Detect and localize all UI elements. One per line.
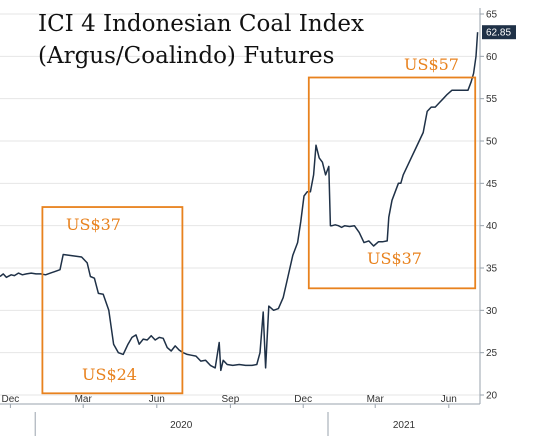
- last-value-label: 62.85: [486, 28, 511, 39]
- y-tick-label: 35: [486, 264, 498, 275]
- price-line: [0, 32, 479, 372]
- y-tick-label: 60: [486, 52, 498, 63]
- annotation-box-1: [41, 206, 184, 395]
- y-axis: 20 25 30 35 40 45 50 55 60 65: [479, 8, 498, 404]
- annotation-box-3: [307, 76, 477, 290]
- x-tick-label: Mar: [75, 394, 93, 405]
- annotation-label-4: US$37: [367, 249, 422, 268]
- chart-title: ICI 4 Indonesian Coal Index (Argus/Coali…: [38, 11, 364, 69]
- y-tick-label: 50: [486, 137, 498, 148]
- title-line-1: ICI 4 Indonesian Coal Index: [38, 11, 364, 37]
- gridlines: [0, 13, 480, 396]
- x-axis: Dec Mar Jun Sep Dec Mar Jun 2020 2021: [0, 394, 480, 436]
- annotation-label-1: US$37: [66, 215, 121, 234]
- y-tick-label: 45: [486, 179, 498, 190]
- y-tick-label: 40: [486, 221, 498, 232]
- year-label: 2020: [170, 420, 193, 431]
- x-tick-label: Dec: [2, 394, 20, 405]
- annotation-label-2: US$24: [82, 365, 137, 384]
- last-value-box: [482, 25, 516, 40]
- x-tick-label: Mar: [367, 394, 385, 405]
- x-tick-label: Sep: [222, 394, 240, 405]
- annotation-label-3: US$57: [404, 55, 459, 74]
- annotation-boxes: [41, 76, 477, 395]
- year-label: 2021: [393, 420, 416, 431]
- y-tick-label: 20: [486, 391, 498, 402]
- x-tick-label: Jun: [149, 394, 165, 405]
- title-line-2: (Argus/Coalindo) Futures: [38, 43, 334, 69]
- last-value-badge: 62.85: [482, 25, 516, 40]
- y-tick-label: 25: [486, 348, 498, 359]
- x-tick-label: Jun: [441, 394, 457, 405]
- y-tick-label: 30: [486, 306, 498, 317]
- y-tick-label: 55: [486, 94, 498, 105]
- y-tick-label: 65: [486, 10, 498, 21]
- annotation-labels: US$37 US$24 US$57 US$37: [66, 55, 459, 384]
- x-tick-label: Dec: [294, 394, 312, 405]
- price-series: [0, 32, 479, 372]
